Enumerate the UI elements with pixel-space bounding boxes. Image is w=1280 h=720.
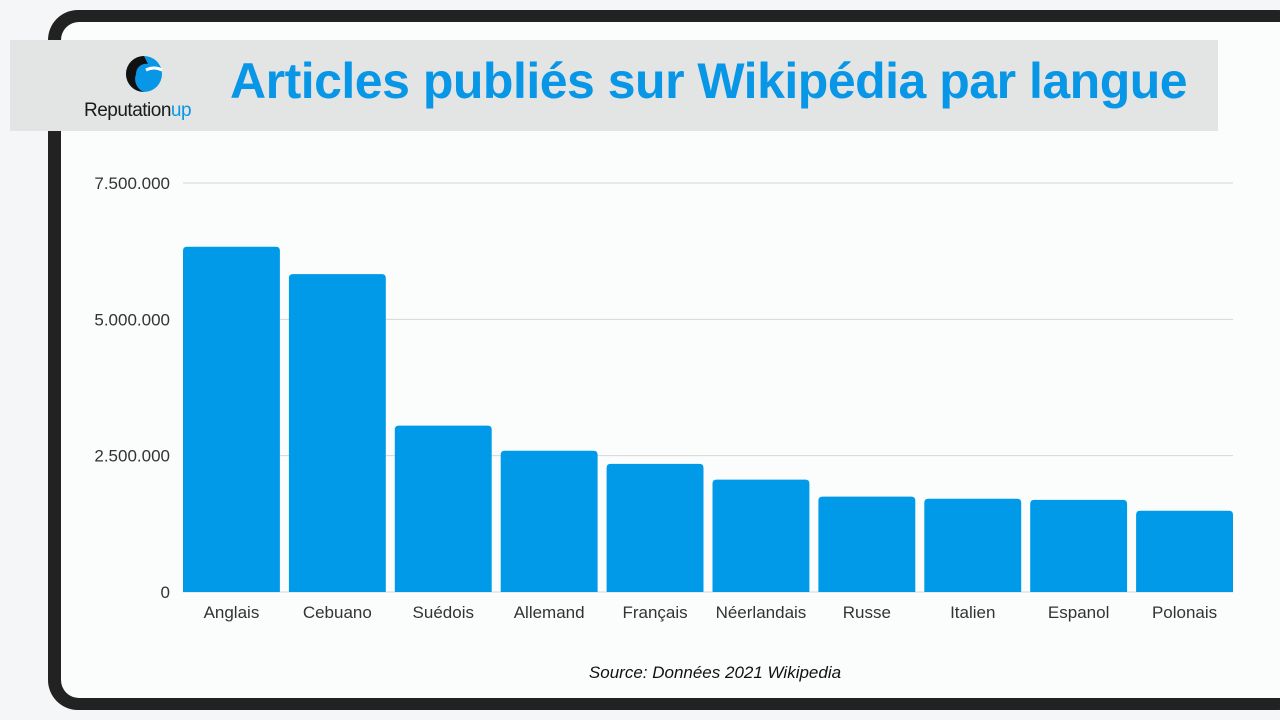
logo-brand-text: Reputation	[84, 100, 171, 121]
bar-anglais	[183, 246, 280, 592]
x-tick-label: Polonais	[1152, 603, 1217, 622]
chart-source: Source: Données 2021 Wikipedia	[588, 663, 842, 682]
x-tick-label: Allemand	[514, 603, 585, 622]
y-tick-label: 7.500.000	[94, 174, 170, 193]
y-tick-label: 0	[161, 583, 170, 602]
bar-polonais	[1136, 510, 1233, 592]
x-tick-label: Italien	[950, 603, 995, 622]
x-tick-label: Cebuano	[303, 603, 372, 622]
bar-français	[606, 463, 704, 592]
y-tick-label: 2.500.000	[94, 447, 170, 466]
x-tick-label: Anglais	[204, 603, 260, 622]
header-band	[10, 40, 1218, 131]
bar-espanol	[1030, 499, 1128, 592]
bar-néerlandais	[712, 479, 810, 592]
bar-russe	[818, 496, 916, 592]
y-tick-label: 5.000.000	[94, 310, 170, 329]
bar-suédois	[394, 425, 492, 592]
reputationup-logo: Reputationup	[84, 50, 214, 128]
x-tick-label: Espanol	[1048, 603, 1109, 622]
bar-allemand	[500, 450, 598, 592]
bar-italien	[924, 498, 1022, 592]
x-tick-label: Suédois	[413, 603, 474, 622]
chart-title: Articles publiés sur Wikipédia par langu…	[230, 53, 1188, 109]
bar-cebuano	[288, 274, 386, 592]
logo-mark-icon	[126, 56, 163, 92]
x-tick-label: Néerlandais	[716, 603, 807, 622]
logo-brand-suffix: up	[170, 100, 192, 121]
x-tick-label: Français	[622, 603, 687, 622]
x-tick-label: Russe	[843, 603, 891, 622]
